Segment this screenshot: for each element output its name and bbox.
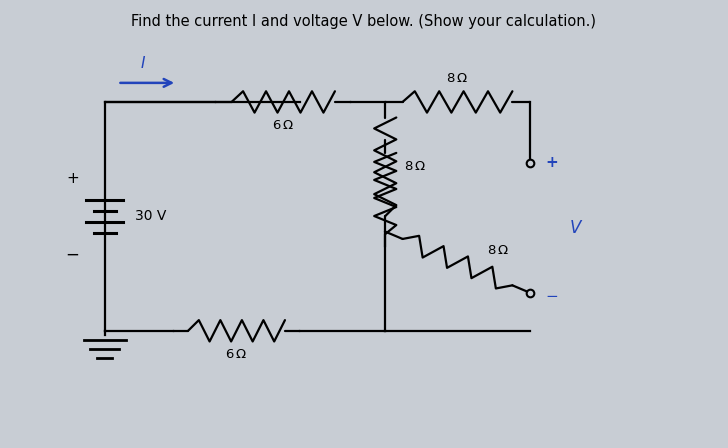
Text: +: + [545, 155, 558, 171]
Text: $V$: $V$ [569, 219, 584, 237]
Text: $8\,\Omega$: $8\,\Omega$ [404, 160, 426, 173]
Text: +: + [66, 171, 79, 186]
Text: $6\,\Omega$: $6\,\Omega$ [226, 348, 248, 361]
Text: $6\,\Omega$: $6\,\Omega$ [272, 119, 294, 132]
Text: −: − [66, 246, 79, 263]
Text: −: − [545, 289, 558, 304]
Text: $I$: $I$ [140, 56, 146, 71]
Text: $8\,\Omega$: $8\,\Omega$ [487, 244, 510, 257]
Text: $8\,\Omega$: $8\,\Omega$ [446, 72, 469, 85]
Text: 30 V: 30 V [135, 209, 166, 224]
Text: Find the current I and voltage V below. (Show your calculation.): Find the current I and voltage V below. … [132, 14, 596, 30]
